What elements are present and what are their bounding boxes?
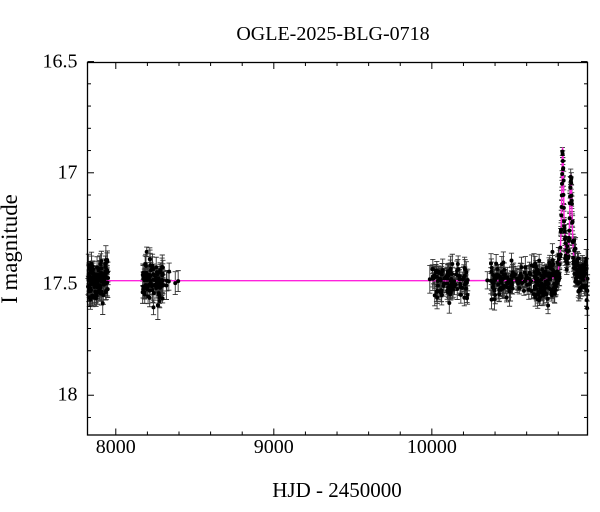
svg-text:I magnitude: I magnitude [0,194,22,304]
svg-text:16.5: 16.5 [43,51,78,73]
svg-text:OGLE-2025-BLG-0718: OGLE-2025-BLG-0718 [236,23,429,45]
svg-text:17: 17 [58,162,78,184]
svg-text:9000: 9000 [254,436,294,458]
svg-text:10000: 10000 [407,436,457,458]
svg-text:8000: 8000 [96,436,136,458]
svg-text:HJD - 2450000: HJD - 2450000 [272,478,402,502]
svg-text:17.5: 17.5 [43,273,78,295]
svg-text:18: 18 [58,384,78,406]
